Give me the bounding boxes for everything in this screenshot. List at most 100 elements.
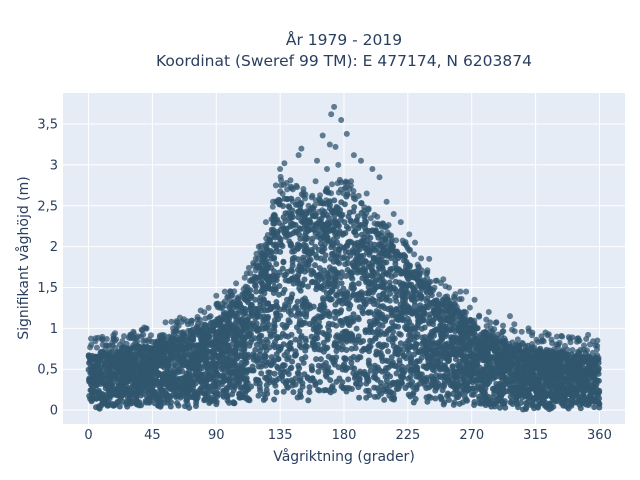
data-point	[151, 400, 158, 407]
data-point	[332, 220, 339, 227]
data-point	[388, 312, 395, 319]
data-point	[201, 362, 208, 369]
data-point	[355, 314, 361, 321]
data-point	[334, 310, 341, 317]
data-point	[398, 282, 405, 289]
data-point	[242, 339, 249, 346]
data-point	[175, 377, 181, 384]
data-point	[206, 340, 213, 347]
data-point	[325, 280, 332, 287]
data-point	[207, 327, 214, 334]
data-point	[245, 386, 252, 393]
data-point	[367, 343, 374, 350]
data-point	[289, 258, 296, 265]
data-point	[276, 291, 282, 298]
data-point	[383, 342, 390, 349]
data-point	[456, 400, 463, 407]
data-point	[338, 346, 345, 353]
data-point	[306, 389, 313, 396]
data-point	[459, 366, 466, 373]
data-point	[526, 392, 533, 399]
data-point	[219, 366, 225, 373]
data-point	[512, 346, 518, 353]
data-point	[100, 380, 107, 386]
data-point	[430, 321, 436, 328]
data-point	[250, 353, 257, 360]
data-point	[292, 336, 299, 343]
data-point	[301, 236, 308, 242]
data-point	[443, 331, 450, 338]
data-point	[172, 344, 179, 351]
data-point	[350, 292, 357, 299]
data-point	[275, 356, 282, 363]
data-point	[414, 382, 421, 389]
data-point	[388, 354, 395, 361]
data-point	[175, 369, 182, 375]
data-point	[414, 324, 420, 331]
data-point	[337, 318, 344, 324]
data-point	[501, 350, 508, 357]
data-point	[567, 384, 574, 391]
data-point	[371, 393, 378, 400]
data-point	[111, 390, 117, 396]
data-points	[85, 103, 603, 413]
data-point	[341, 291, 348, 298]
data-point	[90, 363, 97, 370]
data-point	[228, 370, 235, 376]
data-point	[91, 388, 98, 395]
data-point	[449, 363, 456, 370]
data-point	[315, 313, 322, 320]
data-point	[383, 296, 390, 303]
data-point	[397, 340, 404, 347]
data-point	[271, 396, 278, 403]
data-point	[428, 373, 435, 380]
data-point	[239, 394, 246, 400]
data-point	[390, 284, 397, 291]
data-point	[347, 217, 354, 224]
data-point	[301, 276, 308, 283]
data-point	[590, 372, 597, 379]
data-point	[371, 317, 378, 324]
data-point	[323, 345, 330, 352]
data-point	[538, 357, 545, 364]
data-point	[351, 204, 358, 211]
data-point	[214, 384, 221, 391]
data-point	[294, 298, 301, 305]
data-point	[401, 298, 408, 305]
data-point	[343, 347, 350, 353]
data-point	[326, 264, 333, 271]
data-point	[235, 379, 241, 386]
data-point	[218, 334, 225, 341]
data-point	[371, 301, 377, 307]
data-point	[297, 317, 303, 324]
data-point	[257, 387, 264, 394]
data-point	[591, 404, 598, 411]
data-point	[496, 404, 503, 411]
data-point	[281, 362, 288, 369]
data-point	[390, 328, 397, 335]
data-point	[563, 354, 570, 361]
data-point	[582, 379, 589, 386]
data-point	[376, 265, 383, 272]
data-point	[410, 296, 417, 303]
data-point	[231, 384, 238, 390]
data-point	[513, 394, 519, 401]
data-point	[316, 265, 323, 272]
data-point	[224, 362, 230, 369]
data-point	[525, 360, 532, 367]
data-point	[214, 393, 221, 400]
data-point	[289, 248, 296, 255]
data-point	[243, 328, 250, 335]
data-point	[419, 334, 426, 341]
data-point	[366, 362, 373, 369]
data-point	[312, 223, 319, 230]
data-point	[492, 387, 499, 394]
data-point	[184, 401, 191, 408]
data-point	[326, 313, 333, 320]
data-point	[244, 297, 251, 304]
data-point	[402, 340, 409, 347]
data-point	[360, 338, 367, 344]
data-point	[262, 325, 269, 332]
data-point	[357, 354, 364, 361]
data-point	[373, 308, 380, 315]
